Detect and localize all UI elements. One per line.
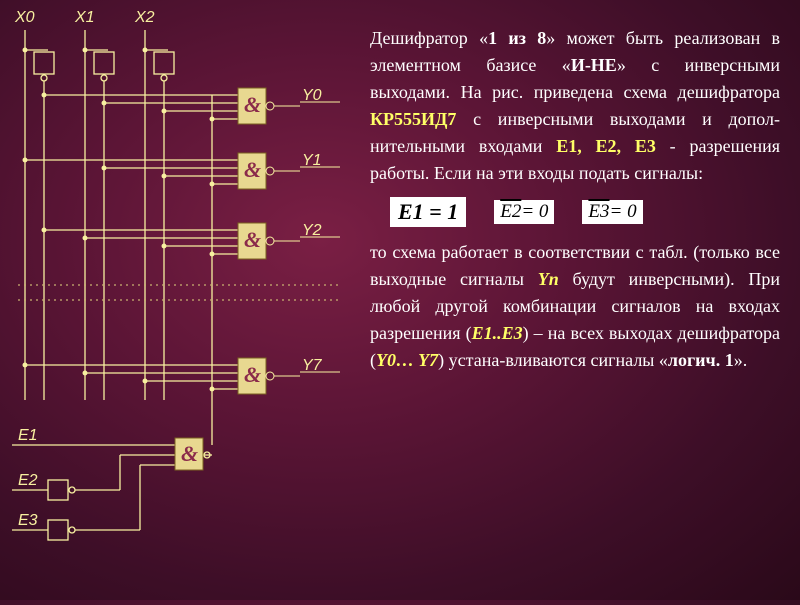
gate-y7: & Y7 — [238, 357, 340, 394]
eq-e3: E3 = 0 — [582, 200, 642, 224]
paragraph-2: то схема работает в соответствии с табл.… — [370, 239, 780, 374]
svg-text:&: & — [244, 157, 261, 182]
label-e1: E1 — [18, 427, 38, 444]
label-x2: X2 — [134, 9, 155, 26]
label-x1: X1 — [74, 9, 95, 26]
gate-enable: & — [175, 438, 203, 470]
gate-y1: & Y1 — [238, 152, 340, 189]
label-x0: X0 — [14, 9, 35, 26]
out-y2: Y2 — [302, 222, 322, 239]
equation-row: E1 = 1 E2 = 0 E3 = 0 — [390, 197, 780, 227]
description-text: Дешифратор «1 из 8» может быть реализова… — [370, 25, 780, 374]
eq-e1: E1 = 1 — [390, 197, 466, 227]
label-e2: E2 — [18, 472, 38, 489]
label-e3: E3 — [18, 512, 38, 529]
svg-text:&: & — [181, 441, 198, 466]
paragraph-1: Дешифратор «1 из 8» может быть реализова… — [370, 25, 780, 187]
svg-text:&: & — [244, 362, 261, 387]
out-y1: Y1 — [302, 152, 322, 169]
gate-y0: & Y0 — [238, 87, 340, 124]
schematic-diagram: & Y0 & Y1 & Y2 & Y7 — [0, 0, 360, 600]
svg-text:&: & — [244, 92, 261, 117]
out-y0: Y0 — [302, 87, 322, 104]
eq-e2: E2 = 0 — [494, 200, 554, 224]
gate-y2: & Y2 — [238, 222, 340, 259]
svg-text:&: & — [244, 227, 261, 252]
out-y7: Y7 — [302, 357, 323, 374]
